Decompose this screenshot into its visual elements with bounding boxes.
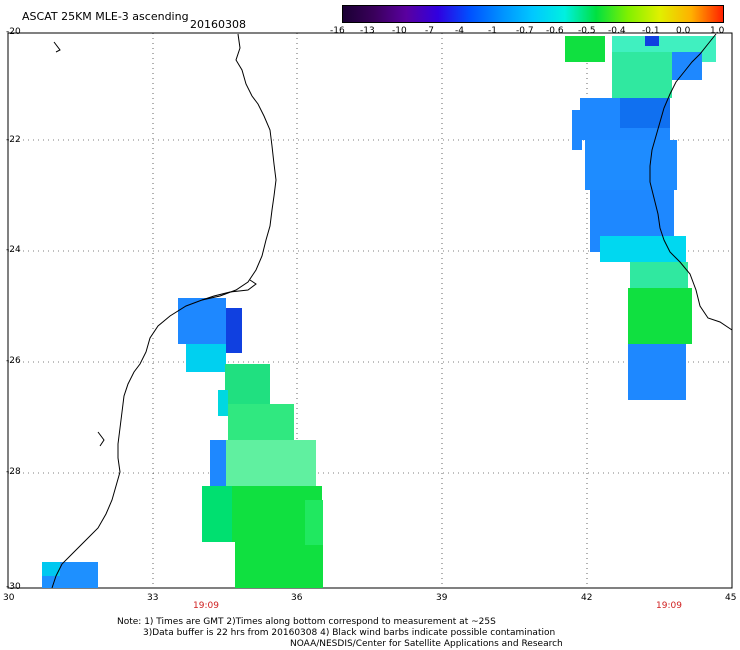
x-axis-label: 45 (725, 593, 737, 603)
colorbar (342, 5, 724, 23)
left-swath (42, 298, 323, 588)
y-axis-label: -26 (6, 356, 21, 366)
y-axis-label: -22 (6, 135, 21, 145)
x-axis-label: 42 (581, 593, 593, 603)
right-swath (565, 36, 716, 400)
colorbar-label: -10 (392, 26, 407, 36)
time-label: 19:09 (193, 601, 219, 611)
colorbar-label: 0.0 (676, 26, 691, 36)
colorbar-label: -0.1 (642, 26, 660, 36)
colorbar-label: 1.0 (710, 26, 725, 36)
colorbar-label: -7 (425, 26, 434, 36)
y-axis-label: -24 (6, 245, 21, 255)
map-date: 20160308 (190, 18, 246, 31)
y-axis-label: -30 (6, 582, 21, 592)
colorbar-labels: -16 -13 -10 -7 -4 -1 -0.7 -0.6 -0.5 -0.4… (330, 26, 740, 38)
coastline-left-detail (53, 41, 257, 447)
colorbar-label: -0.6 (546, 26, 564, 36)
footnote-line-1: Note: 1) Times are GMT 2)Times along bot… (117, 617, 496, 627)
footnote-line-2: 3)Data buffer is 22 hrs from 20160308 4)… (143, 628, 556, 638)
x-axis-label: 30 (3, 593, 15, 603)
colorbar-label: -16 (330, 26, 345, 36)
colorbar-label: -0.4 (608, 26, 626, 36)
x-axis-label: 33 (147, 593, 159, 603)
colorbar-label: -1 (488, 26, 497, 36)
x-axis-label: 36 (291, 593, 303, 603)
coastline-left (51, 33, 277, 589)
map-frame (7, 32, 733, 589)
footnote-line-3: NOAA/NESDIS/Center for Satellite Applica… (290, 639, 563, 649)
colorbar-label: -0.5 (578, 26, 596, 36)
x-axis-label: 39 (436, 593, 448, 603)
time-label: 19:09 (656, 601, 682, 611)
map-title: ASCAT 25KM MLE-3 ascending (22, 10, 189, 23)
y-axis-label: -28 (6, 467, 21, 477)
y-axis-label: -20 (6, 27, 21, 37)
colorbar-label: -0.7 (516, 26, 534, 36)
grid-lines (8, 33, 732, 588)
colorbar-label: -4 (455, 26, 464, 36)
coastline-right (649, 33, 733, 331)
colorbar-label: -13 (360, 26, 375, 36)
